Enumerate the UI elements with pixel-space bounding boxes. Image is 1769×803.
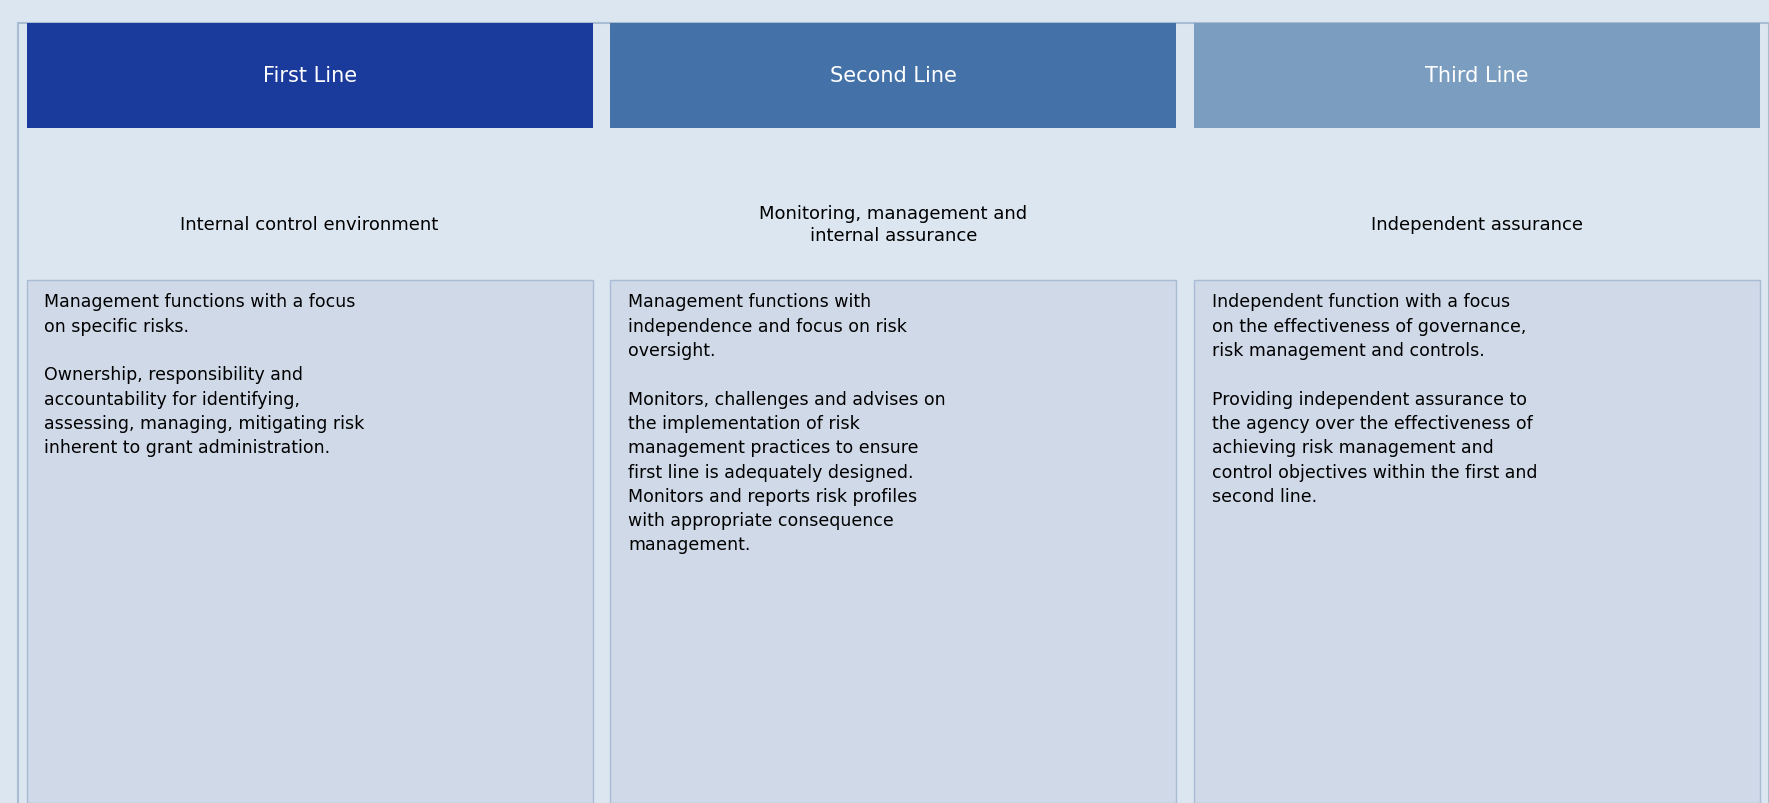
FancyBboxPatch shape [1194, 281, 1760, 803]
Text: Independent assurance: Independent assurance [1371, 216, 1583, 234]
FancyBboxPatch shape [610, 24, 1176, 128]
FancyBboxPatch shape [610, 281, 1176, 803]
Text: First Line: First Line [262, 67, 357, 86]
Text: Second Line: Second Line [830, 67, 957, 86]
FancyBboxPatch shape [18, 24, 1769, 803]
Text: Management functions with a focus
on specific risks.

Ownership, responsibility : Management functions with a focus on spe… [44, 293, 364, 457]
Text: Independent function with a focus
on the effectiveness of governance,
risk manag: Independent function with a focus on the… [1212, 293, 1537, 505]
FancyBboxPatch shape [27, 24, 593, 128]
Text: Monitoring, management and
internal assurance: Monitoring, management and internal assu… [759, 205, 1028, 245]
FancyBboxPatch shape [27, 281, 593, 803]
Text: Third Line: Third Line [1426, 67, 1528, 86]
Text: Management functions with
independence and focus on risk
oversight.

Monitors, c: Management functions with independence a… [628, 293, 946, 554]
FancyBboxPatch shape [1194, 24, 1760, 128]
Text: Internal control environment: Internal control environment [180, 216, 439, 234]
